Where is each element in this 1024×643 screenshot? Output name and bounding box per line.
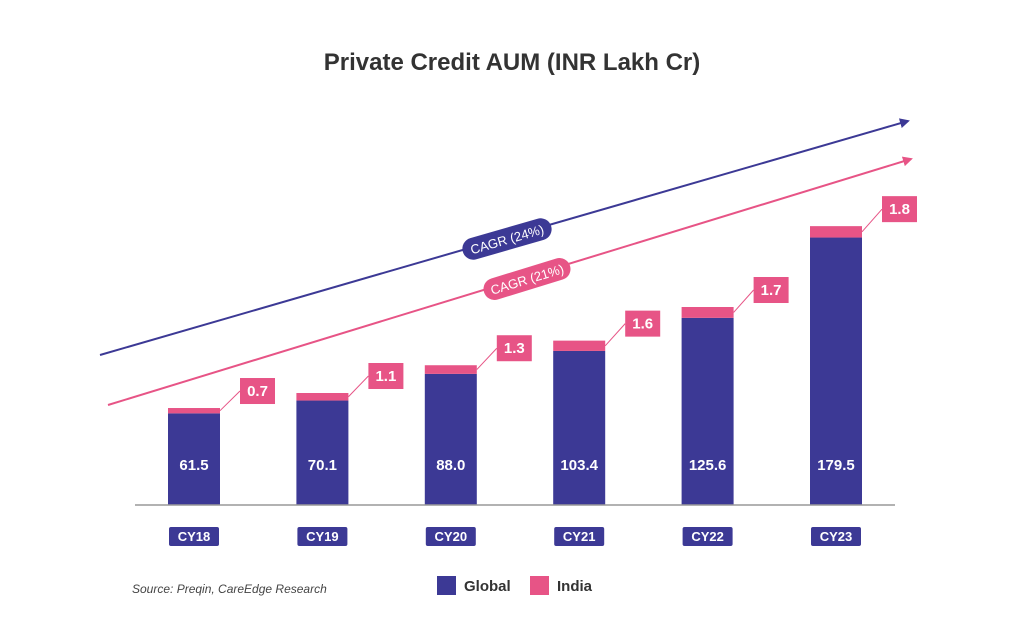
callout-box-cy21 — [625, 310, 661, 337]
legend: Global India — [437, 576, 593, 595]
tick-badge-cy20 — [425, 527, 476, 546]
cagr-trend-lines: CAGR (24%)CAGR (21%) — [99, 118, 913, 406]
tick-badge-cy22 — [682, 527, 733, 546]
bar-india-cy23 — [810, 226, 862, 238]
bar-india-cy19 — [296, 393, 349, 401]
cagr-pill-bg-global — [462, 218, 552, 260]
bar-global-cy21 — [553, 350, 606, 505]
x-axis-tick-labels: CY18 CY19 CY20 CY21 CY22 CY23 — [169, 527, 861, 546]
callout-box-cy20 — [496, 335, 532, 362]
bars: 61.5 0.7 70.1 1.1 88.0 1.3 103.4 1.6 125.6 1.7 179… — [168, 196, 917, 506]
bar-global-cy19 — [296, 400, 349, 505]
label-global-cy18: 61.5 — [179, 457, 208, 474]
tick-label-cy23: CY23 — [820, 529, 853, 544]
label-global-cy22: 125.6 — [689, 457, 727, 474]
bar-global-cy23 — [810, 237, 862, 506]
callout-leader-cy19 — [348, 375, 369, 398]
label-india-cy23: 1.8 — [889, 201, 910, 218]
legend-label-india: India — [557, 578, 593, 595]
label-india-cy18: 0.7 — [247, 383, 268, 400]
callout-leader-cy22 — [733, 289, 754, 313]
callout-box-cy19 — [368, 363, 404, 390]
bar-india-cy22 — [681, 307, 734, 318]
bar-india-cy20 — [424, 365, 477, 374]
tick-label-cy20: CY20 — [435, 529, 468, 544]
bar-india-cy18 — [168, 408, 220, 414]
cagr-pill-global: CAGR (24%) — [462, 218, 552, 260]
label-india-cy22: 1.7 — [761, 282, 782, 299]
bar-india-cy21 — [553, 340, 606, 351]
cagr-pill-india: CAGR (21%) — [483, 258, 571, 300]
callout-leader-cy21 — [604, 323, 626, 347]
label-global-cy21: 103.4 — [560, 457, 598, 474]
tick-label-cy21: CY21 — [563, 529, 596, 544]
legend-swatch-global — [437, 576, 456, 595]
tick-badge-cy18 — [169, 527, 219, 546]
label-global-cy19: 70.1 — [308, 457, 337, 474]
tick-label-cy19: CY19 — [306, 529, 339, 544]
bar-global-cy20 — [424, 373, 477, 505]
legend-swatch-india — [530, 576, 549, 595]
bar-global-cy18 — [168, 413, 220, 505]
bar-global-cy22 — [681, 317, 734, 505]
tick-badge-cy23 — [811, 527, 861, 546]
tick-badge-cy21 — [554, 527, 605, 546]
label-global-cy20: 88.0 — [436, 457, 465, 474]
label-global-cy23: 179.5 — [817, 457, 855, 474]
callout-leader-cy23 — [861, 208, 883, 233]
cagr-pill-bg-india — [483, 258, 571, 300]
tick-label-cy18: CY18 — [178, 529, 211, 544]
chart-title: Private Credit AUM (INR Lakh Cr) — [324, 49, 701, 76]
callout-leader-cy20 — [476, 347, 498, 370]
legend-label-global: Global — [464, 578, 511, 595]
label-india-cy19: 1.1 — [375, 368, 396, 385]
callout-leader-cy18 — [219, 390, 241, 412]
label-india-cy21: 1.6 — [632, 316, 653, 333]
callout-box-cy23 — [882, 196, 917, 223]
label-india-cy20: 1.3 — [504, 340, 525, 357]
source-note: Source: Preqin, CareEdge Research — [132, 582, 327, 596]
callout-box-cy18 — [240, 378, 275, 405]
tick-label-cy22: CY22 — [691, 529, 724, 544]
tick-badge-cy19 — [297, 527, 348, 546]
callout-box-cy22 — [753, 277, 789, 304]
